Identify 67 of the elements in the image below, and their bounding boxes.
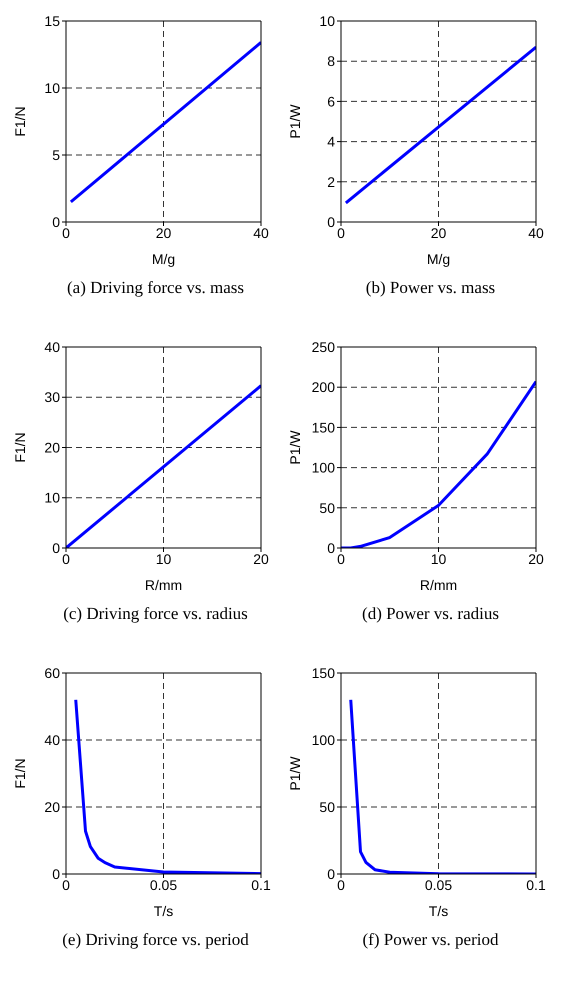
x-axis-title: M/g — [426, 251, 450, 267]
y-tick-label: 20 — [44, 439, 60, 456]
x-tick-label: 20 — [430, 224, 446, 241]
x-tick-label: 0.05 — [424, 876, 452, 893]
y-tick-label: 0 — [52, 866, 60, 882]
y-tick-label: 2 — [327, 174, 336, 190]
y-tick-label: 60 — [44, 664, 60, 681]
line-series — [74, 698, 261, 874]
y-tick-label: 20 — [44, 798, 60, 815]
text: (f) Power vs. period — [362, 930, 500, 950]
x-axis-title: T/s — [428, 903, 448, 919]
y-tick-label: 150 — [312, 419, 336, 436]
x-tick-label: 20 — [528, 550, 544, 567]
text: (a) Driving force vs. mass — [66, 278, 246, 298]
x-axis-title: M/g — [152, 251, 176, 267]
x-tick-label: 0.1 — [251, 876, 271, 893]
y-axis-title: F1/N — [12, 432, 28, 463]
text: (c) Driving force vs. radius — [62, 604, 249, 624]
y-tick-label: 10 — [44, 490, 60, 506]
y-tick-label: 0 — [52, 540, 60, 556]
y-tick-label: 15 — [44, 12, 60, 29]
y-axis-title: P1/W — [286, 104, 303, 139]
x-axis-title: R/mm — [144, 577, 182, 593]
y-axis-title: F1/N — [12, 758, 28, 789]
x-tick-label: 40 — [528, 224, 544, 241]
y-tick-label: 4 — [327, 134, 336, 150]
y-axis-title: F1/N — [12, 106, 28, 137]
x-tick-label: 0 — [62, 224, 70, 241]
x-tick-label: 0.05 — [150, 876, 178, 893]
y-tick-label: 100 — [312, 460, 336, 476]
x-tick-label: 40 — [253, 224, 269, 241]
y-tick-label: 0 — [52, 214, 60, 230]
x-tick-label: 10 — [430, 550, 446, 567]
text: (d) Power vs. radius — [361, 604, 500, 624]
x-tick-label: 0 — [337, 876, 346, 893]
y-tick-label: 5 — [52, 146, 60, 163]
x-axis-title: T/s — [154, 903, 174, 919]
y-tick-label: 0 — [327, 866, 336, 882]
y-tick-label: 50 — [319, 500, 336, 516]
x-tick-label: 0 — [62, 876, 70, 893]
line-series — [349, 698, 536, 874]
y-tick-label: 8 — [327, 53, 336, 70]
x-tick-label: 0 — [337, 550, 346, 567]
y-tick-label: 150 — [312, 664, 336, 681]
y-axis-title: P1/W — [286, 756, 303, 791]
x-tick-label: 10 — [156, 550, 172, 567]
text: (e) Driving force vs. period — [61, 930, 250, 950]
x-axis-title: R/mm — [420, 577, 458, 593]
x-tick-label: 0.1 — [526, 876, 546, 893]
y-tick-label: 40 — [44, 732, 60, 748]
y-tick-label: 0 — [327, 214, 336, 230]
y-tick-label: 0 — [327, 540, 336, 556]
x-tick-label: 20 — [253, 550, 269, 567]
y-tick-label: 50 — [319, 798, 336, 815]
x-tick-label: 20 — [156, 224, 172, 241]
text: (b) Power vs. mass — [364, 278, 496, 298]
y-tick-label: 40 — [44, 338, 60, 355]
y-tick-label: 200 — [312, 379, 336, 396]
y-tick-label: 100 — [312, 732, 336, 748]
x-tick-label: 0 — [62, 550, 70, 567]
y-tick-label: 30 — [44, 389, 60, 406]
y-tick-label: 250 — [312, 338, 336, 355]
y-axis-title: P1/W — [286, 430, 303, 465]
x-tick-label: 0 — [337, 224, 346, 241]
y-tick-label: 10 — [44, 80, 60, 96]
y-tick-label: 10 — [319, 12, 336, 29]
y-tick-label: 6 — [327, 93, 336, 110]
